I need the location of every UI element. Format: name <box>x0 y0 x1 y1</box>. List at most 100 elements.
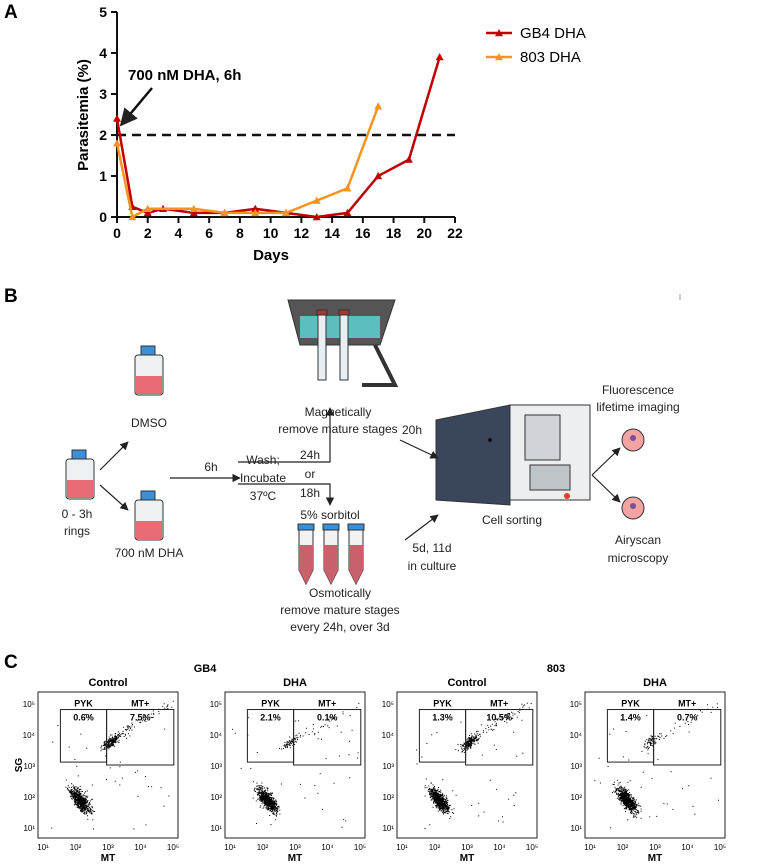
label: remove mature stages <box>278 422 397 436</box>
flask <box>134 490 164 541</box>
x-axis-label: Days <box>253 247 289 264</box>
gate-name: MT+ <box>131 699 149 709</box>
diagram-icons <box>65 294 681 586</box>
x-axis-label: MT <box>460 853 474 861</box>
x-tick-label: 20 <box>416 225 432 241</box>
legend-marker <box>495 53 503 61</box>
x-tick-label: 10⁴ <box>321 843 334 852</box>
gate <box>106 709 175 766</box>
x-tick-label: 10⁴ <box>493 843 506 852</box>
gate-name: PYK <box>433 699 452 709</box>
plot-frame <box>224 691 366 839</box>
data-point <box>128 213 137 221</box>
arrow <box>399 439 439 459</box>
data-point <box>312 213 321 221</box>
data-point <box>113 114 121 122</box>
x-axis-label: MT <box>101 853 115 861</box>
data-point <box>404 155 413 163</box>
annotation: 700 nM DHA, 6h <box>128 67 241 84</box>
arrow <box>238 483 335 506</box>
y-tick-label: 10⁴ <box>570 731 583 740</box>
gate-name: PYK <box>621 699 640 709</box>
x-tick-label: 6 <box>205 225 213 241</box>
plot-title: DHA <box>643 677 667 689</box>
y-tick-label: 10⁴ <box>210 731 223 740</box>
x-axis-label: MT <box>288 853 302 861</box>
series-line <box>115 105 380 219</box>
x-tick-label: 8 <box>236 225 244 241</box>
arrow <box>99 484 129 511</box>
arrow <box>404 514 439 541</box>
label: Fluorescence <box>602 383 674 397</box>
gate-name: PYK <box>74 699 93 709</box>
x-tick-label: 10³ <box>461 843 473 852</box>
label: DMSO <box>131 416 167 430</box>
gate-percent: 0.6% <box>73 713 94 723</box>
y-tick-label: 10⁵ <box>382 700 394 709</box>
y-tick-label: 10⁴ <box>23 731 36 740</box>
x-tick-label: 10⁵ <box>167 843 179 852</box>
y-tick-label: 10¹ <box>210 824 222 833</box>
y-tick-label: 1 <box>99 168 107 184</box>
y-tick-label: 10⁵ <box>210 700 222 709</box>
x-tick-label: 10³ <box>649 843 661 852</box>
x-tick-label: 10¹ <box>396 843 408 852</box>
label: remove mature stages <box>280 603 399 617</box>
x-tick-label: 10⁴ <box>134 843 147 852</box>
x-tick-label: 18 <box>386 225 402 241</box>
y-tick-label: 10³ <box>23 762 35 771</box>
gate <box>465 709 534 766</box>
x-tick-label: 16 <box>355 225 371 241</box>
magnet-stand <box>287 299 399 387</box>
data-point <box>312 196 321 204</box>
label: 0 - 3h <box>62 507 93 521</box>
arrow <box>591 474 621 503</box>
gate-percent: 2.1% <box>260 713 281 723</box>
x-tick-label: 10³ <box>289 843 301 852</box>
diagram-arrows <box>99 407 621 541</box>
y-tick-label: 10¹ <box>382 824 394 833</box>
data-point <box>343 184 352 192</box>
data-point <box>282 208 290 217</box>
label: Airyscan <box>615 533 661 547</box>
flow-plot: DHA 10¹ 10¹ 10² 10² 10³ 10³ 10⁴ 10⁴ 10⁵ 10⁵ MT PYK 2.… <box>210 677 366 864</box>
label: Cell sorting <box>482 513 542 527</box>
y-tick-label: 10⁵ <box>23 700 35 709</box>
group-title: 803 <box>547 663 565 675</box>
y-tick-label: 0 <box>99 209 107 225</box>
x-tick-label: 14 <box>324 225 340 241</box>
y-axis-label: SG <box>14 758 25 773</box>
gate <box>293 709 362 766</box>
cell <box>621 428 645 452</box>
plot-title: Control <box>88 677 127 689</box>
y-tick-label: 10² <box>210 793 222 802</box>
label: 5d, 11d <box>412 541 451 555</box>
y-tick-label: 10⁴ <box>382 731 395 740</box>
x-tick-label: 10¹ <box>224 843 236 852</box>
flow-plot: Control 10¹ 10¹ 10² 10² 10³ 10³ 10⁴ 10⁴ 10⁵ 10⁵ MT P… <box>382 677 538 864</box>
data-point <box>143 204 152 212</box>
event-dots <box>232 702 360 828</box>
gate-percent: 7.5% <box>130 713 151 723</box>
gate-name: MT+ <box>318 699 336 709</box>
label: Osmotically <box>309 586 371 600</box>
plot-frame <box>584 691 726 839</box>
y-tick-label: 4 <box>99 45 107 61</box>
gate-name: MT+ <box>490 699 508 709</box>
data-point <box>113 139 121 147</box>
x-axis-label: MT <box>648 853 662 861</box>
plot-title: DHA <box>283 677 307 689</box>
y-tick-label: 10² <box>570 793 582 802</box>
label: 20h <box>402 423 422 437</box>
y-tick-label: 10³ <box>382 762 394 771</box>
x-tick-label: 10² <box>617 843 629 852</box>
x-tick-label: 10 <box>263 225 279 241</box>
arrow <box>99 441 129 471</box>
arrow <box>238 407 335 463</box>
x-tick-label: 10² <box>257 843 269 852</box>
plot-title: Control <box>447 677 486 689</box>
label: 37ºC <box>250 489 277 503</box>
gate-name: PYK <box>261 699 280 709</box>
